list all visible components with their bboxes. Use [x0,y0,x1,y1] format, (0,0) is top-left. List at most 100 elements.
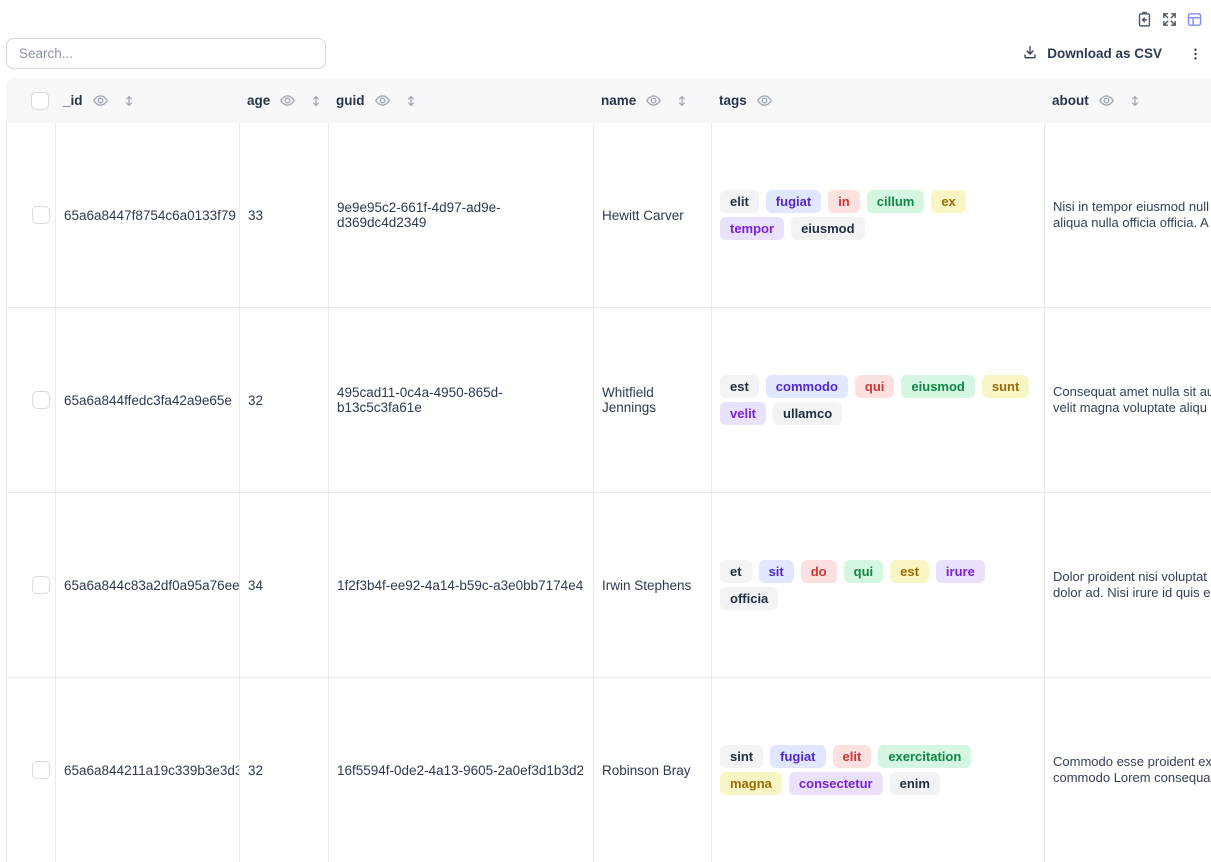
tag-badge: et [720,560,752,583]
column-label: _id [63,93,83,108]
table-row: 65a6a844ffedc3fa42a9e65e 32 495cad11-0c4a-… [6,308,1211,493]
row-checkbox[interactable] [32,391,50,409]
column-label: guid [336,93,365,108]
cell-tags: elit fugiat in cillum ex tempor eiusmod [712,123,1045,307]
table-header: _id age guid name tags about [6,78,1211,123]
cell-about: Commodo esse proident ex commodo Lorem co… [1045,678,1211,862]
column-header-guid: guid [328,78,593,123]
cell-guid: 9e9e95c2-661f-4d97-ad9e-d369dc4d2349 [329,123,594,307]
tag-badge: in [828,190,860,213]
download-csv-button[interactable]: Download as CSV [1022,44,1162,63]
search-input[interactable] [6,38,326,69]
tag-badge: sit [758,560,794,583]
table-row: 65a6a844c83a2df0a95a76ee 34 1f2f3b4f-ee92-… [6,493,1211,678]
tag-badge: enim [889,772,940,795]
visibility-icon[interactable] [92,92,109,109]
sort-icon[interactable] [404,93,418,109]
about-text-line: commodo Lorem consequa [1053,770,1211,785]
sort-icon[interactable] [675,93,689,109]
cell-age: 33 [240,123,329,307]
tag-badge: eiusmod [901,375,975,398]
row-select-cell [7,678,56,862]
cell-guid: 16f5594f-0de2-4a13-9605-2a0ef3d1b3d2 [329,678,594,862]
tag-badge: ex [931,190,966,213]
top-icon-bar [0,0,1211,28]
column-header-name: name [593,78,711,123]
tag-badge: elit [832,745,872,768]
column-label: name [601,93,637,108]
select-all-cell [6,78,55,123]
table-view-icon[interactable] [1186,11,1203,28]
visibility-icon[interactable] [279,92,296,109]
about-text-line: dolor ad. Nisi irure id quis e [1053,585,1211,600]
cell-age: 32 [240,678,329,862]
sort-icon[interactable] [309,93,323,109]
sort-icon[interactable] [1128,93,1142,109]
cell-about: Nisi in tempor eiusmod null aliqua nulla … [1045,123,1211,307]
download-icon [1022,44,1038,63]
cell-guid: 495cad11-0c4a-4950-865d-b13c5c3fa61e [329,308,594,492]
controls-row: Download as CSV [6,38,1203,69]
cell-about: Consequat amet nulla sit au velit magna v… [1045,308,1211,492]
expand-icon[interactable] [1161,11,1178,28]
tag-badge: do [800,560,837,583]
tag-badge: commodo [765,375,848,398]
cell-tags: et sit do qui est irure officia [712,493,1045,677]
download-csv-label: Download as CSV [1047,46,1162,61]
about-text-line: velit magna voluptate aliqu [1053,400,1207,415]
row-checkbox[interactable] [32,576,50,594]
table-row: 65a6a8447f8754c6a0133f79 33 9e9e95c2-661f-… [6,123,1211,308]
tag-badge: consectetur [788,772,883,795]
visibility-icon[interactable] [374,92,391,109]
about-text-line: Dolor proident nisi voluptat [1053,569,1207,584]
cell-_id: 65a6a844c83a2df0a95a76ee [56,493,240,677]
tag-badge: qui [854,375,895,398]
cell-tags: est commodo qui eiusmod sunt velit ullamco [712,308,1045,492]
cell-tags: sint fugiat elit exercitation magna consectet… [712,678,1045,862]
tag-badge: est [890,560,929,583]
about-text-line: Consequat amet nulla sit au [1053,384,1211,399]
cell-name: Irwin Stephens [594,493,712,677]
row-select-cell [7,493,56,677]
visibility-icon[interactable] [1098,92,1115,109]
cell-age: 34 [240,493,329,677]
more-options-button[interactable] [1188,45,1203,63]
tag-badge: sint [720,745,764,768]
tag-badge: fugiat [765,190,822,213]
visibility-icon[interactable] [645,92,662,109]
select-all-checkbox[interactable] [31,91,49,110]
cell-age: 32 [240,308,329,492]
right-actions: Download as CSV [1022,44,1203,63]
tag-badge: irure [935,560,985,583]
cell-_id: 65a6a844ffedc3fa42a9e65e [56,308,240,492]
tag-badge: officia [720,587,779,610]
tag-badge: ullamco [773,402,843,425]
tag-badge: magna [720,772,782,795]
about-text-line: Commodo esse proident ex [1053,754,1211,769]
sort-icon[interactable] [122,93,136,109]
row-checkbox[interactable] [32,206,50,224]
column-header-tags: tags [711,78,1044,123]
column-label: age [247,93,271,108]
tag-badge: cillum [866,190,925,213]
about-text-line: aliqua nulla officia officia. A [1053,215,1209,230]
data-table: _id age guid name tags about 65a6a8447f8754c6… [6,78,1211,862]
visibility-icon[interactable] [756,92,773,109]
tag-badge: velit [720,402,767,425]
tag-badge: qui [843,560,884,583]
cell-_id: 65a6a844211a19c339b3e3d3 [56,678,240,862]
row-select-cell [7,308,56,492]
cell-name: Whitfield Jennings [594,308,712,492]
column-header-about: about [1044,78,1211,123]
tag-badge: fugiat [770,745,826,768]
row-select-cell [7,123,56,307]
table-row: 65a6a844211a19c339b3e3d3 32 16f5594f-0de2-… [6,678,1211,862]
column-header-age: age [239,78,328,123]
row-checkbox[interactable] [32,761,50,779]
tag-badge: est [720,375,759,398]
about-text-line: Nisi in tempor eiusmod null [1053,199,1210,214]
tag-badge: sunt [981,375,1030,398]
tag-badge: tempor [720,217,785,240]
clipboard-arrow-icon[interactable] [1136,11,1153,28]
cell-_id: 65a6a8447f8754c6a0133f79 [56,123,240,307]
